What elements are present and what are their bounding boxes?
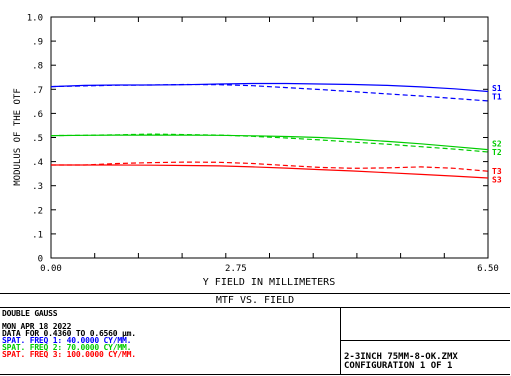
- series-s3-line: [51, 164, 489, 179]
- spatial-frequency-1: SPAT. FREQ 1: 40.0000 CY/MM.: [2, 336, 132, 345]
- x-axis-label: Y FIELD IN MILLIMETERS: [203, 277, 335, 288]
- spatial-frequency-2: SPAT. FREQ 2: 70.0000 CY/MM.: [2, 343, 132, 352]
- footer-title: MTF VS. FIELD: [0, 294, 510, 308]
- file-name: 2-3INCH 75MM-8-OK.ZMX: [344, 352, 458, 362]
- y-tick-label: .9: [32, 38, 43, 48]
- series-label-s1: S1: [492, 84, 502, 93]
- series-label-t2: T2: [492, 148, 502, 157]
- mtf-plot: 0 .1 .2 .3 .4 .5 .6 .7 .8 .9 1.0 0.00 2.75 6.50 S1T1…: [13, 14, 502, 289]
- y-tick-label: .3: [32, 182, 43, 192]
- x-tick-label: 0.00: [40, 264, 62, 274]
- lens-name: DOUBLE GAUSS: [2, 309, 58, 318]
- series-label-s2: S2: [492, 140, 502, 149]
- y-tick-label: .1: [32, 230, 43, 240]
- spatial-frequency-3: SPAT. FREQ 3: 100.0000 CY/MM.: [2, 350, 136, 359]
- y-axis-ticks: 0 .1 .2 .3 .4 .5 .6 .7 .8 .9 1.0: [27, 14, 488, 265]
- y-tick-label: .2: [32, 206, 43, 216]
- footer-divider-horizontal: [340, 340, 510, 341]
- info-footer: MTF VS. FIELD DOUBLE GAUSS MON APR 18 20…: [0, 293, 510, 375]
- y-tick-label: .5: [32, 134, 43, 144]
- series-group: [50, 82, 489, 179]
- footer-divider: [340, 308, 341, 375]
- series-t2-line: [50, 133, 489, 153]
- y-tick-label: 1.0: [27, 14, 43, 24]
- series-label-s3: S3: [492, 176, 502, 185]
- series-label-t3: T3: [492, 167, 502, 176]
- y-tick-label: .8: [32, 62, 43, 72]
- y-tick-label: .7: [32, 86, 43, 96]
- configuration: CONFIGURATION 1 OF 1: [344, 361, 453, 371]
- series-t1-line: [50, 83, 489, 102]
- x-tick-label: 2.75: [225, 264, 247, 274]
- y-axis-label: MODULUS OF THE OTF: [13, 88, 23, 186]
- x-tick-label: 6.50: [477, 264, 499, 274]
- series-label-t1: T1: [492, 93, 502, 102]
- x-axis-ticks: 0.00 2.75 6.50: [40, 17, 499, 274]
- analysis-date: MON APR 18 2022: [2, 322, 72, 331]
- series-t3-line: [51, 161, 489, 172]
- y-tick-label: .6: [32, 110, 43, 120]
- wavelength-range: DATA FOR 0.4360 TO 0.6560 μm.: [2, 329, 136, 338]
- y-tick-label: .4: [32, 158, 43, 168]
- y-tick-label: 0: [38, 255, 43, 265]
